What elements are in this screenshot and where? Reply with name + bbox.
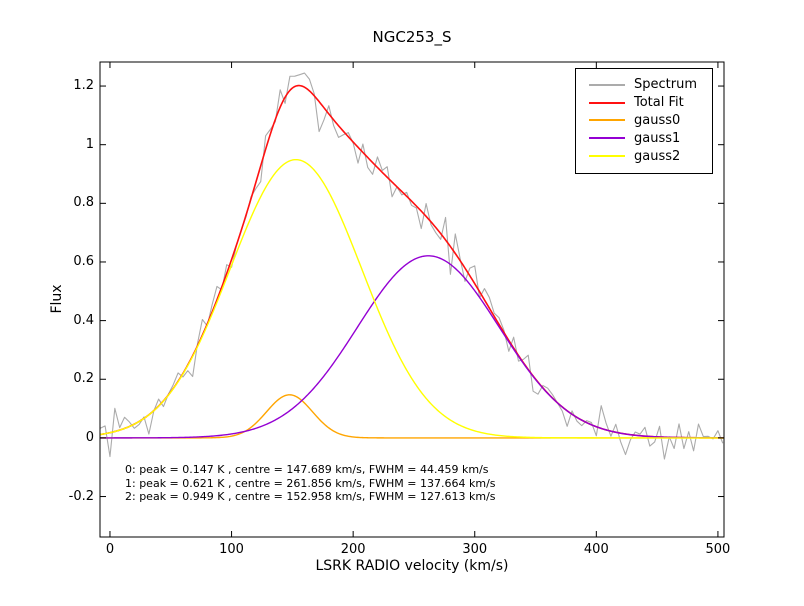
x-tick-label: 100 (219, 542, 244, 557)
plot-title: NGC253_S (372, 28, 452, 46)
fit-result-line-2: 2: peak = 0.949 K , centre = 152.958 km/… (125, 490, 496, 504)
y-tick-label: -0.2 (68, 488, 94, 504)
legend-entry-total-fit: Total Fit (589, 94, 712, 112)
legend-label: gauss2 (634, 148, 681, 164)
y-tick-label: 0.8 (73, 195, 94, 211)
plot-frame (99, 61, 725, 538)
spectrum-line (100, 72, 724, 460)
gauss1-line (100, 255, 724, 439)
x-axis-label: LSRK RADIO velocity (km/s) (315, 558, 509, 574)
legend-label: gauss1 (634, 130, 681, 146)
gauss2-line (100, 158, 724, 439)
legend: Spectrum Total Fit gauss0 gauss1 gauss2 (575, 68, 713, 174)
fit-result-line-0: 0: peak = 0.147 K , centre = 147.689 km/… (125, 463, 489, 476)
y-tick-label: 0.2 (73, 371, 94, 387)
legend-line-sample (589, 137, 625, 140)
y-tick-label: 1 (85, 136, 94, 152)
x-tick-label: 0 (105, 542, 115, 557)
x-tick-label: 300 (462, 542, 488, 557)
gauss0-line (100, 394, 724, 439)
x-tick-label: 400 (583, 542, 609, 557)
legend-line-sample (589, 101, 625, 104)
x-tick-label: 500 (705, 542, 731, 557)
legend-entry-spectrum: Spectrum (589, 76, 712, 94)
legend-entry-gauss0: gauss0 (589, 112, 712, 130)
legend-line-sample (589, 155, 625, 158)
legend-label: Total Fit (634, 95, 684, 111)
legend-entry-gauss2: gauss2 (589, 147, 712, 165)
fit-result-line-1: 1: peak = 0.621 K , centre = 261.856 km/… (125, 476, 496, 490)
legend-label: Spectrum (634, 77, 697, 93)
y-tick-label: 0.4 (73, 312, 94, 328)
y-tick-label: 0.6 (73, 253, 94, 269)
x-tick-label: 200 (340, 542, 366, 557)
legend-label: gauss0 (634, 112, 681, 128)
y-axis-label: Flux (49, 284, 65, 314)
legend-entry-gauss1: gauss1 (589, 129, 712, 147)
legend-line-sample (589, 119, 625, 122)
y-tick-label: 0 (85, 429, 94, 445)
fit-results-annotation: 0: peak = 0.147 K , centre = 147.689 km/… (125, 463, 496, 504)
y-tick-label: 1.2 (73, 78, 94, 94)
legend-line-sample (589, 83, 625, 86)
